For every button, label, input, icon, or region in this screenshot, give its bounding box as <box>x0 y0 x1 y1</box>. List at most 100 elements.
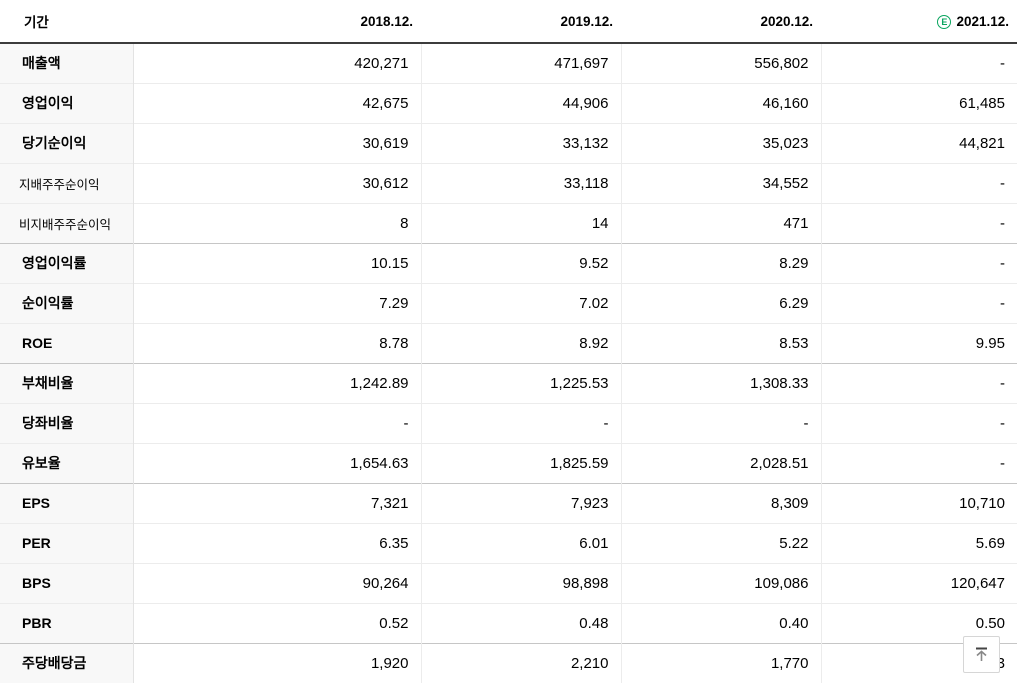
cell-value: 8.53 <box>620 322 821 363</box>
row-label: 유보율 <box>0 442 134 483</box>
cell-value: 6.29 <box>620 282 821 323</box>
table-row: 지배주주순이익 30,612 33,118 34,552- <box>0 162 1017 203</box>
column-header-2021-12: E 2021.12. <box>821 0 1017 44</box>
row-label: PER <box>0 522 134 563</box>
cell-value: 33,118 <box>420 162 621 203</box>
cell-value: - <box>820 402 1017 443</box>
cell-value: 2,028.51 <box>620 442 821 483</box>
cell-value: 30,619 <box>133 122 421 163</box>
cell-value: 44,821 <box>820 122 1017 163</box>
cell-value: - <box>820 282 1017 323</box>
row-label: 영업이익률 <box>0 242 134 283</box>
row-label: ROE <box>0 322 134 363</box>
cell-value: 420,271 <box>133 43 421 83</box>
cell-value: 10.15 <box>133 242 421 283</box>
cell-value: - <box>420 402 621 443</box>
cell-value: - <box>820 162 1017 203</box>
cell-value: 1,654.63 <box>133 442 421 483</box>
row-label: 지배주주순이익 <box>0 162 134 203</box>
row-label: EPS <box>0 482 134 523</box>
cell-value: - <box>820 43 1017 83</box>
row-label: PBR <box>0 602 134 643</box>
table-row: 주당배당금 1,920 2,210 1,770 3 <box>0 642 1017 683</box>
cell-value: 7,923 <box>420 482 621 523</box>
table-row: 유보율 1,654.63 1,825.59 2,028.51- <box>0 442 1017 483</box>
cell-value: 46,160 <box>620 82 821 123</box>
column-header-2018-12: 2018.12. <box>133 0 421 44</box>
table-header-row: 기간 2018.12. 2019.12. 2020.12. E 2021.12. <box>0 0 1017 44</box>
cell-value: 5.22 <box>620 522 821 563</box>
cell-value: 30,612 <box>133 162 421 203</box>
cell-value: 1,225.53 <box>420 362 621 403</box>
cell-value: 6.01 <box>420 522 621 563</box>
row-label: BPS <box>0 562 134 603</box>
column-header-2019-12: 2019.12. <box>421 0 621 44</box>
cell-value: 0.40 <box>620 602 821 643</box>
row-label: 순이익률 <box>0 282 134 323</box>
cell-value: 7.29 <box>133 282 421 323</box>
cell-value: 471,697 <box>420 43 621 83</box>
cell-value: 61,485 <box>820 82 1017 123</box>
cell-value: 42,675 <box>133 82 421 123</box>
cell-value: 9.95 <box>820 322 1017 363</box>
scroll-to-top-button[interactable] <box>963 636 1000 673</box>
cell-value: 8.92 <box>420 322 621 363</box>
cell-value: 6.35 <box>133 522 421 563</box>
table-row: ROE 8.78 8.92 8.53 9.95 <box>0 322 1017 363</box>
table-row: 매출액 420,271 471,697 556,802- <box>0 43 1017 83</box>
cell-value: 34,552 <box>620 162 821 203</box>
table-row: 부채비율 1,242.89 1,225.53 1,308.33- <box>0 362 1017 403</box>
table-row: 당좌비율 - - - - <box>0 402 1017 443</box>
cell-value: 8,309 <box>620 482 821 523</box>
cell-value: - <box>820 242 1017 283</box>
table-row: EPS 7,321 7,923 8,309 10,710 <box>0 482 1017 523</box>
cell-value: 35,023 <box>620 122 821 163</box>
table-row: 순이익률 7.29 7.02 6.29- <box>0 282 1017 323</box>
table-row: PER 6.35 6.01 5.22 5.69 <box>0 522 1017 563</box>
cell-value: 1,242.89 <box>133 362 421 403</box>
cell-value: 471 <box>620 202 821 243</box>
cell-value: 3 <box>820 642 1017 683</box>
cell-value: 5.69 <box>820 522 1017 563</box>
cell-value: 44,906 <box>420 82 621 123</box>
cell-value: 7,321 <box>133 482 421 523</box>
cell-value: 1,825.59 <box>420 442 621 483</box>
cell-value: 1,920 <box>133 642 421 683</box>
cell-value: 8.29 <box>620 242 821 283</box>
cell-value: 2,210 <box>420 642 621 683</box>
cell-value: 120,647 <box>820 562 1017 603</box>
table-row: BPS 90,264 98,898 109,086 120,647 <box>0 562 1017 603</box>
cell-value: 9.52 <box>420 242 621 283</box>
cell-value: 556,802 <box>620 43 821 83</box>
row-label: 매출액 <box>0 43 134 83</box>
cell-value: 109,086 <box>620 562 821 603</box>
cell-value: - <box>620 402 821 443</box>
cell-value: 10,710 <box>820 482 1017 523</box>
row-label: 당기순이익 <box>0 122 134 163</box>
cell-value: 1,770 <box>620 642 821 683</box>
estimate-icon: E <box>937 14 952 29</box>
table-row: PBR 0.52 0.48 0.40 0.50 <box>0 602 1017 643</box>
cell-value: 8 <box>133 202 421 243</box>
cell-value: 7.02 <box>420 282 621 323</box>
cell-value: - <box>820 202 1017 243</box>
column-header-2020-12: 2020.12. <box>621 0 821 44</box>
cell-value: - <box>820 362 1017 403</box>
cell-value: 14 <box>420 202 621 243</box>
cell-value: - <box>133 402 421 443</box>
cell-value: 33,132 <box>420 122 621 163</box>
cell-value: 0.48 <box>420 602 621 643</box>
cell-value: 90,264 <box>133 562 421 603</box>
table-row: 영업이익률 10.15 9.52 8.29- <box>0 242 1017 283</box>
column-header-period: 기간 <box>0 0 133 44</box>
table-row: 당기순이익 30,619 33,132 35,023 44,821 <box>0 122 1017 163</box>
row-label: 비지배주주순이익 <box>0 202 134 243</box>
cell-value: 8.78 <box>133 322 421 363</box>
row-label: 당좌비율 <box>0 402 134 443</box>
cell-value: - <box>820 442 1017 483</box>
table-row: 영업이익 42,675 44,906 46,160 61,485 <box>0 82 1017 123</box>
cell-value: 98,898 <box>420 562 621 603</box>
table-row: 비지배주주순이익 8 14 471- <box>0 202 1017 243</box>
arrow-up-to-top-icon <box>976 647 987 661</box>
